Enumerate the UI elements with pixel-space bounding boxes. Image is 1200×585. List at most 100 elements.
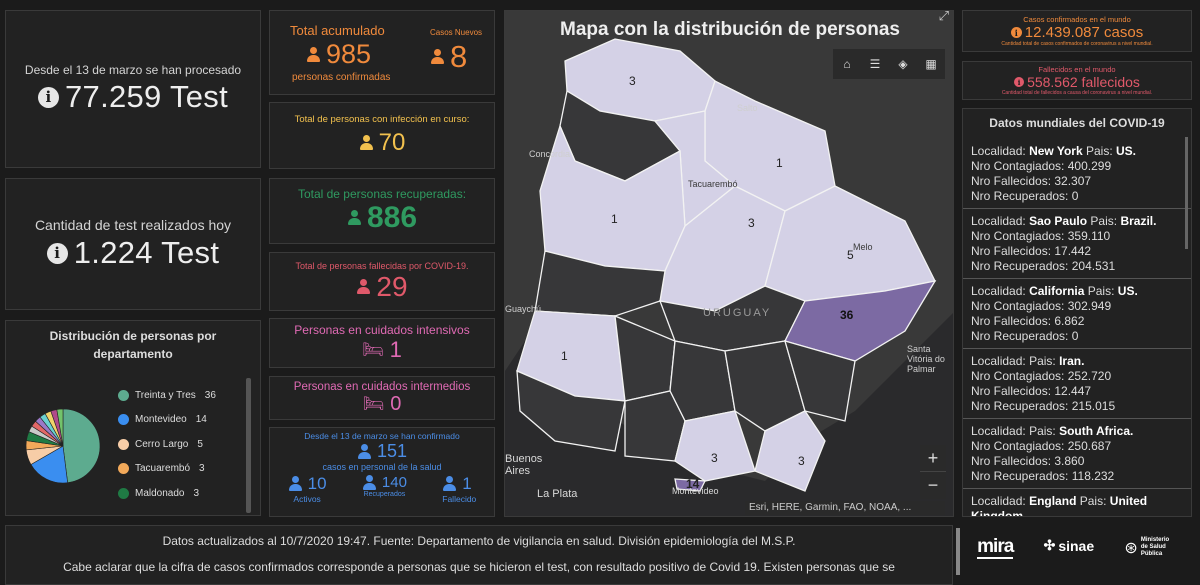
map-count: 5 [847, 248, 854, 262]
fallecidas-label: Total de personas fallecidas por COVID-1… [295, 260, 469, 271]
legend-item[interactable]: Treinta y Tres 36 [118, 383, 244, 408]
intensivos-value: 🛏 1 [362, 337, 402, 362]
place-label: URUGUAY [703, 307, 772, 319]
casos-nuevos-label: Casos Nuevos [430, 28, 483, 37]
footer-scrollbar[interactable] [956, 528, 960, 575]
salud-top: Desde el 13 de marzo se han confirmado [304, 431, 460, 441]
zoom-in-button[interactable]: + [920, 445, 946, 472]
pie-slice[interactable] [30, 445, 68, 484]
layers-icon[interactable]: ◈ [898, 57, 908, 71]
dept-rocha [784, 340, 856, 422]
record-item: Localidad: England Pais: United Kingdom. [963, 489, 1191, 516]
salud-panel: Desde el 13 de marzo se han confirmado 1… [269, 427, 495, 517]
map-count: 36 [840, 308, 854, 322]
person-icon [347, 210, 361, 226]
footer-line2: Cabe aclarar que la cifra de casos confi… [63, 560, 895, 574]
legend-dot-icon [118, 389, 129, 401]
casos-nuevos-value: 8 [430, 39, 467, 75]
map-panel[interactable]: Mapa con la distribución de personas ⤢ ⌂… [504, 10, 954, 517]
intermedios-label: Personas en cuidados intermedios [293, 380, 471, 393]
distribution-title: Distribución de personas por departament… [49, 329, 217, 361]
mundo-casos-top: Casos confirmados en el mundo [1023, 15, 1131, 24]
distribution-pie[interactable] [23, 406, 103, 486]
map-attribution[interactable]: Esri, HERE, Garmin, FAO, NOAA, ... [745, 501, 945, 515]
sinae-logo: ✣ sinae [1043, 537, 1095, 554]
test-today-label: Cantidad de test realizados hoy [34, 217, 232, 233]
recuperadas-label: Total de personas recuperadas: [297, 187, 467, 201]
fullscreen-icon[interactable]: ⤢ [938, 10, 949, 23]
salud-bottom: casos en personal de la salud [322, 462, 442, 472]
mundo-fallecidos-panel: Fallecidos en el mundo i 558.562 fallecid… [962, 61, 1192, 100]
legend-item[interactable]: Tacuarembó 3 [118, 457, 244, 482]
pie-slice[interactable] [62, 408, 101, 484]
legend-item[interactable]: Montevideo 14 [118, 408, 244, 433]
legend-dot-icon [118, 463, 129, 475]
info-icon: i [1010, 27, 1022, 38]
map-toolbar: ⌂ ☰ ◈ ▦ [833, 49, 945, 79]
home-icon[interactable]: ⌂ [843, 57, 851, 71]
qr-grid-icon[interactable]: ▦ [925, 57, 937, 71]
map-canvas[interactable] [505, 11, 954, 517]
zoom-out-button[interactable]: − [927, 475, 939, 495]
msp-seal-icon: ⊛ [1124, 539, 1138, 557]
person-icon [442, 476, 457, 492]
person-icon [430, 49, 444, 65]
intermedios-value: 🛏 0 [362, 392, 402, 415]
place-label: Salto [737, 103, 758, 113]
map-count: 3 [629, 74, 636, 88]
acumulado-sub: personas confirmadas [292, 72, 391, 83]
map-count: 1 [611, 212, 618, 226]
mundo-fallecidos-value: i 558.562 fallecidos [1014, 74, 1140, 90]
pie-slice[interactable] [56, 408, 64, 447]
place-label: La Plata [537, 488, 578, 500]
sinae-icon: ✣ [1043, 537, 1056, 553]
person-icon [356, 278, 371, 295]
mundo-casos-bottom: Cantidad total de casos confirmados de c… [1001, 41, 1153, 47]
footer-line1: Datos actualizados al 10/7/2020 19:47. F… [162, 534, 796, 548]
fallecidas-panel: Total de personas fallecidas por COVID-1… [269, 252, 495, 311]
dept-colonia [516, 369, 626, 452]
legend-dot-icon [118, 438, 129, 450]
intermedios-panel: Personas en cuidados intermedios 🛏 0 [269, 376, 495, 420]
place-label: Guaychú [505, 304, 542, 314]
test-total-value: i 77.259 Test [37, 79, 228, 115]
legend-item[interactable]: Maldonado 3 [118, 481, 244, 506]
mundiales-scrollbar[interactable] [1185, 137, 1188, 249]
acumulado-value: 985 [306, 39, 371, 70]
legend-dot-icon [118, 414, 129, 426]
info-icon: i [37, 86, 59, 108]
place-label: Montevideo [672, 486, 719, 496]
map-count: 3 [748, 216, 755, 230]
curso-label: Total de personas con infección en curso… [294, 114, 470, 125]
place-label: Melo [853, 242, 873, 252]
bed-icon: 🛏 [362, 394, 385, 413]
place-label: Tacuarembó [688, 179, 738, 189]
place-label: Concordia [529, 149, 571, 159]
legend-item[interactable]: Cerro Largo 5 [118, 432, 244, 457]
mundiales-list[interactable]: Localidad: New York Pais: US. Nro Contagi… [963, 139, 1191, 516]
legend-list-icon[interactable]: ☰ [869, 57, 881, 71]
place-label: Buenos Aires [505, 453, 543, 477]
mundiales-title: Datos mundiales del COVID-19 [989, 116, 1165, 130]
msp-logo: ⊛ Ministerio de Salud Pública [1124, 537, 1170, 557]
test-today-value: i 1.224 Test [46, 235, 219, 271]
person-icon [288, 476, 302, 492]
intensivos-label: Personas en cuidados intensivos [294, 323, 470, 337]
logos-panel: mira ✣ sinae ⊛ Ministerio de Salud Pública [962, 525, 1192, 585]
place-label: Santa Vitória do Palmar [907, 344, 945, 374]
curso-panel: Total de personas con infección en curso… [269, 102, 495, 169]
intensivos-panel: Personas en cuidados intensivos 🛏 1 [269, 318, 495, 368]
salud-activos: 10 Activos [288, 474, 327, 504]
mundo-fallecidos-bottom: Cantidad total de fallecidos a causa del… [1001, 90, 1153, 96]
map-count: 14 [686, 477, 700, 491]
acumulado-label: Total acumulado [290, 23, 385, 38]
legend-scrollbar[interactable] [246, 378, 251, 513]
person-icon [357, 443, 371, 460]
record-item: Localidad: Sao Paulo Pais: Brazil. Nro Co… [963, 209, 1191, 279]
distribution-panel: Distribución de personas por departament… [5, 320, 261, 516]
mundo-casos-value: i 12.439.087 casos [1010, 24, 1143, 41]
mundo-fallecidos-top: Fallecidos en el mundo [1038, 65, 1116, 74]
dept-montevideo [674, 478, 707, 492]
map-count: 3 [711, 451, 718, 465]
